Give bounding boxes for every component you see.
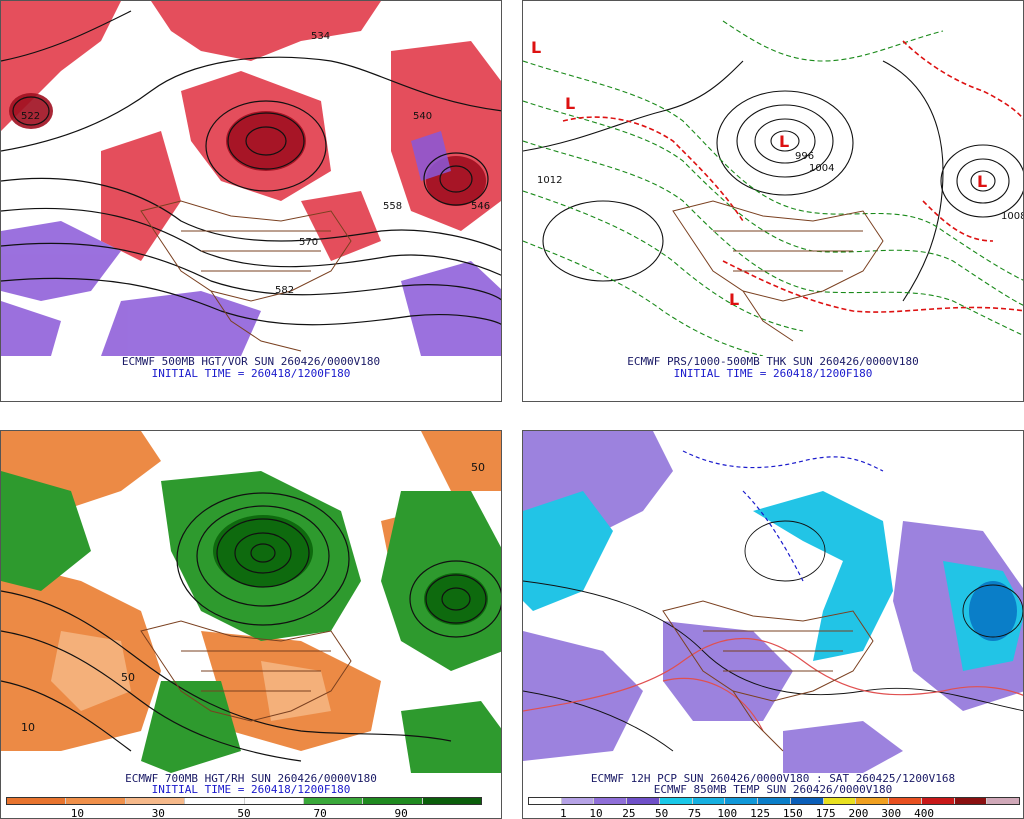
rh-label: 50 [121,671,135,684]
contour-label: 534 [311,31,330,42]
rh-label: 10 [21,721,35,734]
low-marker: L [565,94,575,113]
isobar-label: 1008 [1001,211,1024,222]
colorbar-tick-label: 50 [237,807,251,819]
colorbar-tick-label: 1 [559,807,567,819]
contour-label: 558 [383,201,402,212]
colorbar-swatch [953,798,987,804]
colorbar-tick-label: 200 [848,807,869,819]
panel-pressure-thickness: L L L L L 996 1004 1012 1008 ECMWF PRS/1… [522,0,1024,402]
low-marker: L [531,38,541,57]
colorbar-tick-label: 400 [914,807,934,819]
colorbar-swatch [724,798,758,804]
colorbar-tick-label: 90 [394,807,408,819]
colorbar-swatch [421,798,481,804]
map-precip-temp [523,431,1023,773]
colorbar-swatch [658,798,692,804]
colorbar-tick-label: 175 [815,807,836,819]
colorbar-tick-label: 10 [70,807,85,819]
panel-precip-temp: ECMWF 12H PCP SUN 260426/0000V180 : SAT … [522,430,1024,819]
colorbar-swatch [888,798,921,804]
panel-init-time: INITIAL TIME = 260418/1200F180 [151,367,351,380]
contour-label: 540 [413,111,432,122]
colorbar-tick-label: 10 [589,807,603,819]
rh-label: 50 [471,461,485,474]
colorbar-swatch [362,798,422,804]
rh-colorbar-ticks: 10 30 50 70 90 [6,807,482,819]
colorbar-tick-label: 150 [782,807,803,819]
colorbar-swatch [302,798,363,804]
colorbar-swatch [124,798,185,804]
colorbar-swatch [243,798,303,804]
precip-colorbar-ticks: 1 10 25 50 75 100 125 150 175 200 300 400 [528,807,1020,819]
contour-label: 522 [21,111,40,122]
panel-init-time: INITIAL TIME = 260418/1200F180 [673,367,873,380]
colorbar-swatch [7,798,66,804]
colorbar-swatch [184,798,244,804]
panel-500mb-vorticity: 522 534 540 546 558 570 582 ECMWF 500MB … [0,0,502,402]
colorbar-swatch [626,798,659,804]
low-marker: L [977,172,987,191]
map-pressure-thickness: L L L L L 996 1004 1012 1008 [523,1,1024,356]
contour-label: 570 [299,237,318,248]
colorbar-swatch [691,798,725,804]
colorbar-swatch [920,798,954,804]
panel-title: ECMWF PRS/1000-500MB THK SUN 260426/0000… [627,355,919,368]
colorbar-tick-label: 70 [313,807,327,819]
panel-title: ECMWF 12H PCP SUN 260426/0000V180 : SAT … [590,772,956,785]
panel-subtitle: ECMWF 850MB TEMP SUN 260426/0000V180 [653,783,893,796]
colorbar-swatch [986,798,1020,804]
colorbar-tick-label: 125 [750,807,770,819]
colorbar-swatch [529,798,561,804]
colorbar-swatch [822,798,856,804]
panel-init-time: INITIAL TIME = 260418/1200F180 [151,783,351,796]
isobar-label: 1004 [809,163,834,174]
colorbar-swatch [560,798,594,804]
colorbar-tick-label: 30 [151,807,165,819]
low-marker: L [729,290,739,309]
colorbar-tick-label: 25 [622,807,636,819]
colorbar-tick-label: 50 [655,807,669,819]
map-700mb-rh: 10 50 50 [1,431,501,773]
colorbar-swatch [789,798,823,804]
isobar-label: 996 [795,151,814,162]
colorbar-tick-label: 300 [881,807,902,819]
contour-label: 546 [471,201,490,212]
colorbar-tick-label: 75 [687,807,702,819]
isobar-label: 1012 [537,175,562,186]
colorbar-swatch [757,798,790,804]
map-500mb-vorticity: 522 534 540 546 558 570 582 [1,1,501,356]
low-marker: L [779,132,789,151]
colorbar-swatch [593,798,627,804]
panel-700mb-rh: 10 50 50 ECMWF 700MB HGT/RH SUN 260426/0… [0,430,502,819]
contour-label: 582 [275,285,294,296]
colorbar-tick-label: 100 [717,807,738,819]
precip-colorbar [528,797,1020,805]
rh-colorbar [6,797,482,805]
colorbar-swatch [65,798,125,804]
panel-title: ECMWF 500MB HGT/VOR SUN 260426/0000V180 [121,355,381,368]
colorbar-swatch [855,798,889,804]
panel-title: ECMWF 700MB HGT/RH SUN 260426/0000V180 [125,772,377,785]
